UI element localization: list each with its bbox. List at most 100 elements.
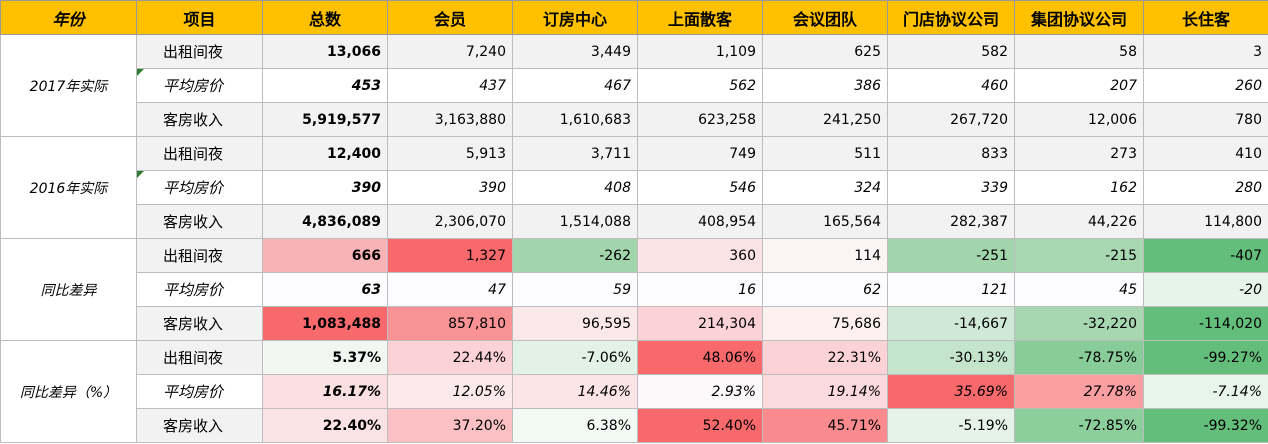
value-cell[interactable]: 16 [637,272,763,307]
group-label[interactable]: 同比差异（%） [0,340,137,443]
value-cell[interactable]: 1,514,088 [512,204,638,239]
value-cell[interactable]: 19.14% [762,374,888,409]
row-item-label[interactable]: 出租间夜 [136,136,263,171]
value-cell[interactable]: 546 [637,170,763,205]
value-cell[interactable]: 45 [1014,272,1144,307]
total-cell[interactable]: 16.17% [262,374,388,409]
header-member[interactable]: 会员 [387,0,513,35]
value-cell[interactable]: 207 [1014,68,1144,103]
value-cell[interactable]: 282,387 [887,204,1015,239]
value-cell[interactable]: 62 [762,272,888,307]
value-cell[interactable]: -78.75% [1014,340,1144,375]
value-cell[interactable]: -262 [512,238,638,273]
value-cell[interactable]: -5.19% [887,408,1015,443]
row-item-label[interactable]: 出租间夜 [136,238,263,273]
value-cell[interactable]: 6.38% [512,408,638,443]
value-cell[interactable]: 625 [762,34,888,69]
total-cell[interactable]: 5,919,577 [262,102,388,137]
value-cell[interactable]: 75,686 [762,306,888,341]
row-item-label[interactable]: 平均房价 [136,272,263,307]
value-cell[interactable]: 35.69% [887,374,1015,409]
value-cell[interactable]: 96,595 [512,306,638,341]
value-cell[interactable]: 3 [1143,34,1268,69]
value-cell[interactable]: -215 [1014,238,1144,273]
value-cell[interactable]: 1,109 [637,34,763,69]
row-item-label[interactable]: 出租间夜 [136,340,263,375]
value-cell[interactable]: 45.71% [762,408,888,443]
value-cell[interactable]: 360 [637,238,763,273]
row-item-label[interactable]: 平均房价 [136,374,263,409]
header-walkin[interactable]: 上面散客 [637,0,763,35]
header-booking-center[interactable]: 订房中心 [512,0,638,35]
header-group-agreement[interactable]: 集团协议公司 [1014,0,1144,35]
value-cell[interactable]: 386 [762,68,888,103]
header-meeting-group[interactable]: 会议团队 [762,0,888,35]
value-cell[interactable]: 114 [762,238,888,273]
total-cell[interactable]: 453 [262,68,388,103]
value-cell[interactable]: -72.85% [1014,408,1144,443]
value-cell[interactable]: 48.06% [637,340,763,375]
group-label[interactable]: 2016年实际 [0,136,137,239]
row-item-label[interactable]: 客房收入 [136,306,263,341]
value-cell[interactable]: 2,306,070 [387,204,513,239]
value-cell[interactable]: 749 [637,136,763,171]
value-cell[interactable]: 437 [387,68,513,103]
value-cell[interactable]: 267,720 [887,102,1015,137]
value-cell[interactable]: 1,327 [387,238,513,273]
value-cell[interactable]: -99.32% [1143,408,1268,443]
total-cell[interactable]: 666 [262,238,388,273]
value-cell[interactable]: 14.46% [512,374,638,409]
value-cell[interactable]: -32,220 [1014,306,1144,341]
group-label[interactable]: 2017年实际 [0,34,137,137]
total-cell[interactable]: 63 [262,272,388,307]
value-cell[interactable]: 214,304 [637,306,763,341]
value-cell[interactable]: 5,913 [387,136,513,171]
total-cell[interactable]: 13,066 [262,34,388,69]
value-cell[interactable]: -20 [1143,272,1268,307]
value-cell[interactable]: 241,250 [762,102,888,137]
total-cell[interactable]: 22.40% [262,408,388,443]
value-cell[interactable]: -251 [887,238,1015,273]
value-cell[interactable]: 58 [1014,34,1144,69]
value-cell[interactable]: 562 [637,68,763,103]
value-cell[interactable]: 114,800 [1143,204,1268,239]
value-cell[interactable]: 22.31% [762,340,888,375]
value-cell[interactable]: -14,667 [887,306,1015,341]
header-total[interactable]: 总数 [262,0,388,35]
value-cell[interactable]: 3,449 [512,34,638,69]
value-cell[interactable]: 3,163,880 [387,102,513,137]
value-cell[interactable]: 121 [887,272,1015,307]
value-cell[interactable]: 162 [1014,170,1144,205]
row-item-label[interactable]: 出租间夜 [136,34,263,69]
value-cell[interactable]: -114,020 [1143,306,1268,341]
header-item[interactable]: 项目 [136,0,263,35]
header-store-agreement[interactable]: 门店协议公司 [887,0,1015,35]
total-cell[interactable]: 12,400 [262,136,388,171]
row-item-label[interactable]: 客房收入 [136,102,263,137]
value-cell[interactable]: -7.14% [1143,374,1268,409]
total-cell[interactable]: 4,836,089 [262,204,388,239]
value-cell[interactable]: 339 [887,170,1015,205]
value-cell[interactable]: 12,006 [1014,102,1144,137]
value-cell[interactable]: 27.78% [1014,374,1144,409]
row-item-label[interactable]: 客房收入 [136,204,263,239]
value-cell[interactable]: 12.05% [387,374,513,409]
value-cell[interactable]: -7.06% [512,340,638,375]
header-year[interactable]: 年份 [0,0,137,35]
total-cell[interactable]: 5.37% [262,340,388,375]
value-cell[interactable]: 37.20% [387,408,513,443]
value-cell[interactable]: 1,610,683 [512,102,638,137]
value-cell[interactable]: 44,226 [1014,204,1144,239]
value-cell[interactable]: 3,711 [512,136,638,171]
value-cell[interactable]: 260 [1143,68,1268,103]
value-cell[interactable]: 467 [512,68,638,103]
value-cell[interactable]: 324 [762,170,888,205]
value-cell[interactable]: 460 [887,68,1015,103]
value-cell[interactable]: 408 [512,170,638,205]
value-cell[interactable]: 623,258 [637,102,763,137]
total-cell[interactable]: 1,083,488 [262,306,388,341]
value-cell[interactable]: 833 [887,136,1015,171]
row-item-label[interactable]: 客房收入 [136,408,263,443]
total-cell[interactable]: 390 [262,170,388,205]
value-cell[interactable]: 2.93% [637,374,763,409]
